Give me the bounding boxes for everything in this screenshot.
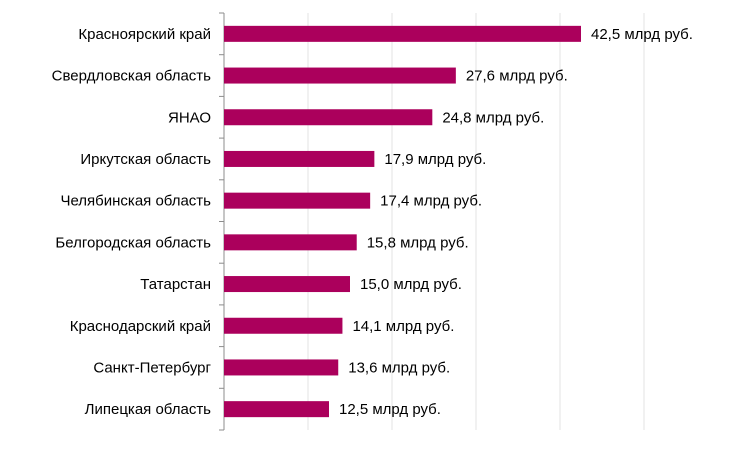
data-label: 42,5 млрд руб.	[591, 26, 693, 43]
bar	[224, 67, 456, 84]
category-label: Санкт-Петербург	[93, 359, 211, 376]
bar	[224, 276, 350, 293]
category-label: Краснодарский край	[70, 318, 211, 335]
bar	[224, 359, 339, 376]
data-label: 24,8 млрд руб.	[442, 109, 544, 126]
category-label: Белгородская область	[55, 234, 211, 251]
category-label: Свердловская область	[52, 68, 212, 85]
data-label: 15,8 млрд руб.	[367, 234, 469, 251]
category-label: Иркутская область	[80, 151, 211, 168]
data-label: 12,5 млрд руб.	[339, 401, 441, 418]
bar	[224, 317, 343, 334]
bar	[224, 234, 357, 251]
data-label: 17,4 млрд руб.	[380, 193, 482, 210]
bar	[224, 25, 581, 42]
category-label: Татарстан	[140, 276, 211, 293]
data-label: 27,6 млрд руб.	[466, 68, 568, 85]
bar	[224, 109, 433, 126]
data-label: 13,6 млрд руб.	[348, 359, 450, 376]
category-label: Красноярский край	[78, 26, 211, 43]
data-label: 15,0 млрд руб.	[360, 276, 462, 293]
category-label: Челябинская область	[60, 193, 211, 210]
data-label: 14,1 млрд руб.	[352, 318, 454, 335]
bar	[224, 401, 329, 418]
category-label: ЯНАО	[168, 109, 211, 126]
bar	[224, 150, 375, 167]
bar	[224, 192, 371, 209]
category-label: Липецкая область	[85, 401, 212, 418]
data-label: 17,9 млрд руб.	[384, 151, 486, 168]
